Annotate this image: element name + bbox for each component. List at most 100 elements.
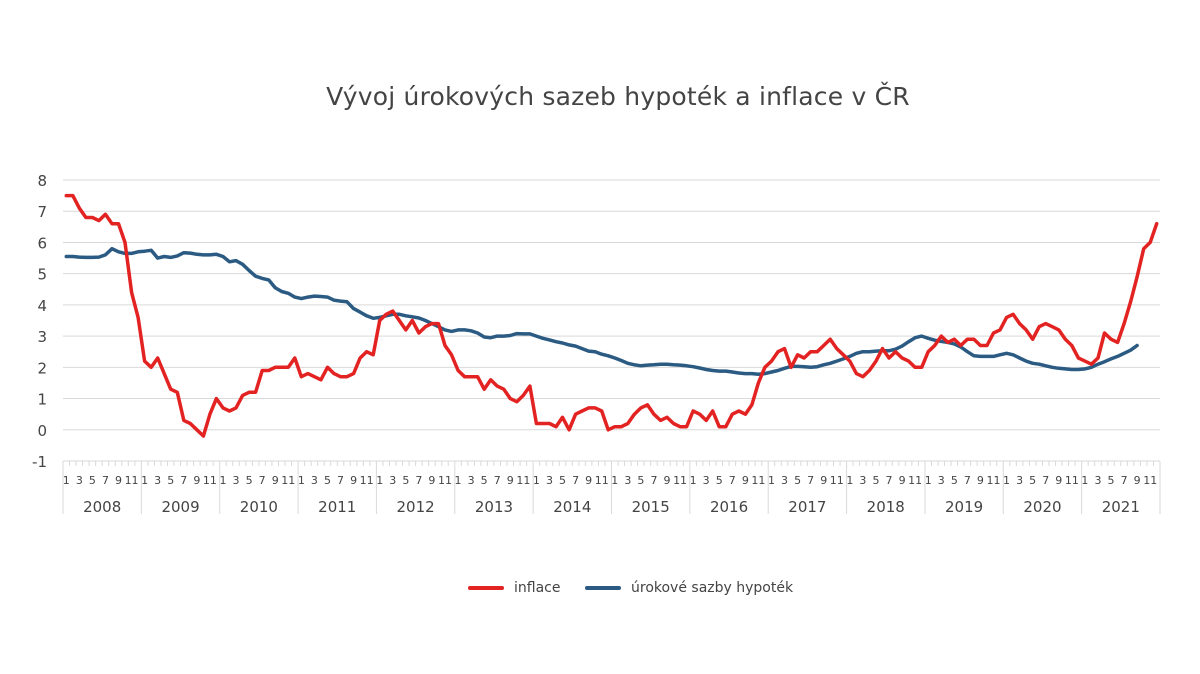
x-month-label: 5 <box>246 474 253 487</box>
y-tick-label: -1 <box>32 453 47 471</box>
x-month-label: 11 <box>595 474 609 487</box>
y-tick-label: 5 <box>37 266 47 284</box>
x-month-label: 9 <box>1134 474 1141 487</box>
x-month-label: 1 <box>533 474 540 487</box>
x-month-label: 3 <box>233 474 240 487</box>
x-month-label: 7 <box>180 474 187 487</box>
x-year-label: 2014 <box>553 498 591 516</box>
x-month-label: 3 <box>938 474 945 487</box>
x-year-label: 2016 <box>710 498 748 516</box>
x-month-label: 7 <box>1121 474 1128 487</box>
x-month-label: 9 <box>664 474 671 487</box>
x-month-label: 1 <box>219 474 226 487</box>
x-month-label: 1 <box>455 474 462 487</box>
y-axis-ticks: -1 0 1 2 3 4 5 6 7 8 <box>32 172 47 471</box>
x-month-label: 5 <box>324 474 331 487</box>
x-month-label: 3 <box>859 474 866 487</box>
x-year-label: 2015 <box>632 498 670 516</box>
x-year-label: 2010 <box>240 498 278 516</box>
x-month-label: 11 <box>516 474 530 487</box>
legend: inflace úrokové sazby hypoték <box>0 580 1200 602</box>
y-tick-label: 7 <box>37 203 47 221</box>
legend-item-inflace: inflace <box>468 580 560 596</box>
x-month-label: 7 <box>964 474 971 487</box>
x-month-label: 9 <box>742 474 749 487</box>
x-month-label: 7 <box>415 474 422 487</box>
x-month-label: 9 <box>350 474 357 487</box>
x-month-label: 9 <box>272 474 279 487</box>
y-tick-label: 6 <box>37 234 47 252</box>
y-tick-label: 2 <box>37 359 47 377</box>
x-month-label: 3 <box>76 474 83 487</box>
x-month-label: 3 <box>389 474 396 487</box>
x-year-label: 2018 <box>867 498 905 516</box>
x-month-label: 5 <box>167 474 174 487</box>
x-month-label: 3 <box>1094 474 1101 487</box>
x-month-label: 11 <box>908 474 922 487</box>
x-month-label: 1 <box>298 474 305 487</box>
x-month-label: 1 <box>141 474 148 487</box>
x-month-label: 11 <box>830 474 844 487</box>
x-month-label: 11 <box>673 474 687 487</box>
x-month-label: 1 <box>690 474 697 487</box>
x-year-label: 2020 <box>1023 498 1061 516</box>
x-year-label: 2019 <box>945 498 983 516</box>
x-month-label: 9 <box>193 474 200 487</box>
legend-label-inflace: inflace <box>514 580 561 596</box>
x-month-label: 7 <box>650 474 657 487</box>
x-month-label: 5 <box>716 474 723 487</box>
x-month-label: 5 <box>481 474 488 487</box>
x-month-label: 3 <box>1016 474 1023 487</box>
x-year-label: 2013 <box>475 498 513 516</box>
x-year-label: 2011 <box>318 498 356 516</box>
x-month-label: 1 <box>925 474 932 487</box>
x-month-label: 11 <box>438 474 452 487</box>
x-year-label: 2012 <box>397 498 435 516</box>
x-month-label: 9 <box>585 474 592 487</box>
x-year-label: 2017 <box>788 498 826 516</box>
x-month-label: 9 <box>899 474 906 487</box>
x-month-label: 5 <box>794 474 801 487</box>
x-month-label: 11 <box>986 474 1000 487</box>
x-month-label: 11 <box>203 474 217 487</box>
x-month-label: 5 <box>402 474 409 487</box>
x-month-label: 7 <box>102 474 109 487</box>
x-month-label: 11 <box>751 474 765 487</box>
legend-swatch-urokove-sazby <box>585 586 621 590</box>
x-month-label: 5 <box>951 474 958 487</box>
x-month-label: 9 <box>820 474 827 487</box>
x-month-label: 9 <box>1055 474 1062 487</box>
x-month-label: 7 <box>729 474 736 487</box>
x-month-label: 3 <box>311 474 318 487</box>
x-month-label: 3 <box>546 474 553 487</box>
series-layer <box>64 193 1159 438</box>
series-line-urokove-sazby <box>64 246 1139 376</box>
x-month-label: 1 <box>376 474 383 487</box>
x-month-label: 1 <box>611 474 618 487</box>
legend-label-urokove-sazby: úrokové sazby hypoték <box>631 580 794 596</box>
x-month-label: 9 <box>507 474 514 487</box>
x-month-label: 5 <box>559 474 566 487</box>
series-line-inflace <box>64 193 1159 438</box>
x-month-label: 3 <box>703 474 710 487</box>
x-month-label: 7 <box>1042 474 1049 487</box>
x-month-label: 7 <box>259 474 266 487</box>
x-month-label: 7 <box>886 474 893 487</box>
y-tick-label: 4 <box>37 297 47 315</box>
x-month-label: 1 <box>1081 474 1088 487</box>
x-month-label: 3 <box>781 474 788 487</box>
x-month-label: 5 <box>637 474 644 487</box>
x-month-label: 11 <box>1143 474 1157 487</box>
x-month-label: 11 <box>1065 474 1079 487</box>
x-month-label: 7 <box>807 474 814 487</box>
x-month-label: 3 <box>154 474 161 487</box>
chart-title: Vývoj úrokových sazeb hypoték a inflace … <box>326 82 910 111</box>
x-month-label: 5 <box>1108 474 1115 487</box>
legend-swatch-inflace <box>468 586 504 590</box>
x-month-label: 1 <box>63 474 70 487</box>
x-month-label: 5 <box>1029 474 1036 487</box>
x-month-label: 11 <box>360 474 374 487</box>
x-month-label: 9 <box>977 474 984 487</box>
